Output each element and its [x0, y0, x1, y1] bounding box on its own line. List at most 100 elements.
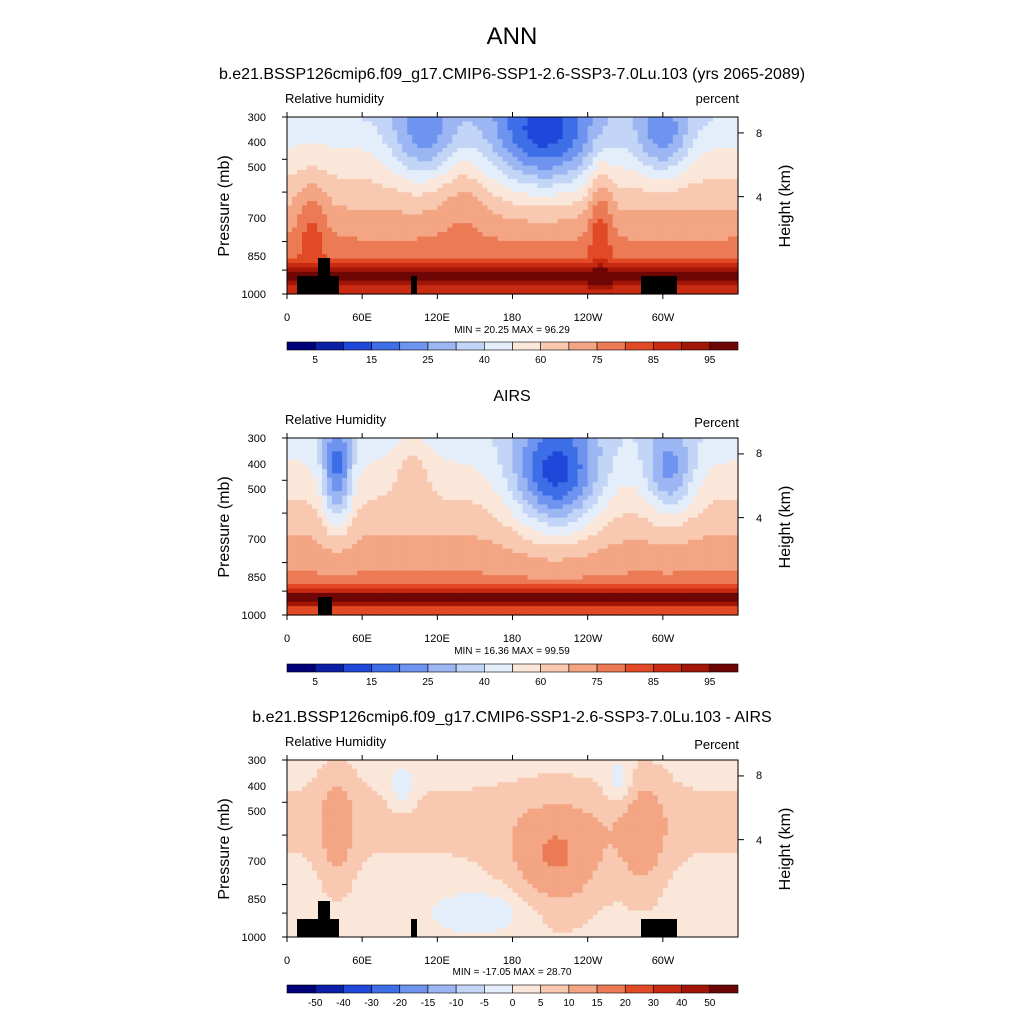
contour-cell [677, 218, 684, 224]
contour-cell [697, 276, 704, 282]
contour-cell [732, 130, 739, 136]
contour-cell [532, 201, 539, 207]
contour-cell [302, 522, 308, 528]
contour-cell [367, 592, 373, 598]
contour-cell [527, 267, 534, 273]
contour-cell [437, 218, 443, 224]
contour-cell [647, 205, 654, 211]
contour-cell [427, 561, 433, 567]
contour-cell [422, 289, 428, 295]
contour-cell [547, 152, 554, 158]
contour-cell [457, 276, 463, 282]
contour-cell [402, 125, 408, 131]
contour-cell [732, 201, 739, 207]
contour-cell [372, 205, 378, 211]
contour-cell [632, 192, 639, 198]
contour-cell [607, 152, 614, 158]
contour-cell [332, 214, 338, 220]
contour-cell [732, 254, 739, 260]
contour-cell [297, 134, 303, 140]
contour-cell [447, 227, 453, 233]
contour-cell [417, 254, 423, 260]
contour-cell [507, 117, 514, 123]
contour-cell [702, 214, 709, 220]
contour-cell [507, 125, 514, 131]
contour-cell [387, 276, 393, 282]
contour-cell [367, 117, 373, 123]
contour-cell [587, 205, 594, 211]
contour-cell [682, 254, 689, 260]
contour-cell [487, 139, 494, 145]
contour-cell [407, 468, 413, 474]
contour-cell [462, 121, 468, 127]
contour-cell [632, 258, 639, 264]
contour-cell [677, 139, 684, 145]
contour-cell [527, 183, 534, 189]
contour-cell [292, 460, 298, 466]
contour-cell [392, 522, 398, 528]
contour-cell [452, 232, 458, 238]
contour-cell [702, 218, 709, 224]
contour-cell [517, 174, 524, 180]
contour-cell [482, 205, 489, 211]
contour-cell [347, 174, 353, 180]
contour-cell [482, 147, 489, 153]
contour-cell [297, 446, 303, 452]
contour-cell [667, 152, 674, 158]
contour-cell [497, 174, 504, 180]
contour-cell [402, 526, 408, 532]
contour-cell [327, 460, 333, 466]
contour-cell [377, 464, 383, 470]
contour-cell [572, 156, 579, 162]
contour-cell [412, 561, 418, 567]
contour-cell [537, 289, 544, 295]
contour-cell [487, 117, 494, 123]
contour-cell [397, 610, 403, 616]
contour-cell [462, 134, 468, 140]
contour-cell [532, 285, 539, 291]
contour-cell [582, 117, 589, 123]
contour-cell [527, 170, 534, 176]
contour-cell [337, 289, 343, 295]
contour-cell [387, 214, 393, 220]
contour-cell [397, 451, 403, 457]
contour-cell [372, 156, 378, 162]
contour-cell [287, 553, 293, 559]
contour-cell [312, 201, 318, 207]
contour-cell [337, 468, 343, 474]
contour-cell [377, 276, 383, 282]
contour-cell [527, 245, 534, 251]
contour-cell [422, 553, 428, 559]
contour-cell [367, 201, 373, 207]
contour-cell [417, 139, 423, 145]
contour-cell [402, 165, 408, 171]
contour-cell [362, 561, 368, 567]
contour-cell [362, 513, 368, 519]
contour-cell [527, 276, 534, 282]
contour-cell [422, 156, 428, 162]
contour-cell [427, 201, 433, 207]
contour-cell [577, 276, 584, 282]
contour-cell [582, 254, 589, 260]
contour-cell [522, 209, 529, 215]
contour-cell [607, 271, 614, 277]
contour-cell [587, 170, 594, 176]
panel-1: b.e21.BSSP126cmip6.f09_g17.CMIP6-SSP1-2.… [216, 66, 805, 366]
contour-cell [617, 205, 624, 211]
contour-cell [682, 271, 689, 277]
contour-cell [637, 134, 644, 140]
contour-cell [407, 258, 413, 264]
contour-cell [287, 134, 293, 140]
contour-cell [557, 289, 564, 295]
contour-cell [547, 285, 554, 291]
contour-cell [357, 495, 363, 501]
contour-cell [652, 117, 659, 123]
contour-cell [537, 130, 544, 136]
contour-cell [377, 174, 383, 180]
contour-cell [557, 156, 564, 162]
contour-cell [647, 240, 654, 246]
contour-cell [697, 263, 704, 269]
colorbar-label: 5 [312, 355, 318, 366]
contour-cell [657, 205, 664, 211]
contour-cell [582, 236, 589, 242]
